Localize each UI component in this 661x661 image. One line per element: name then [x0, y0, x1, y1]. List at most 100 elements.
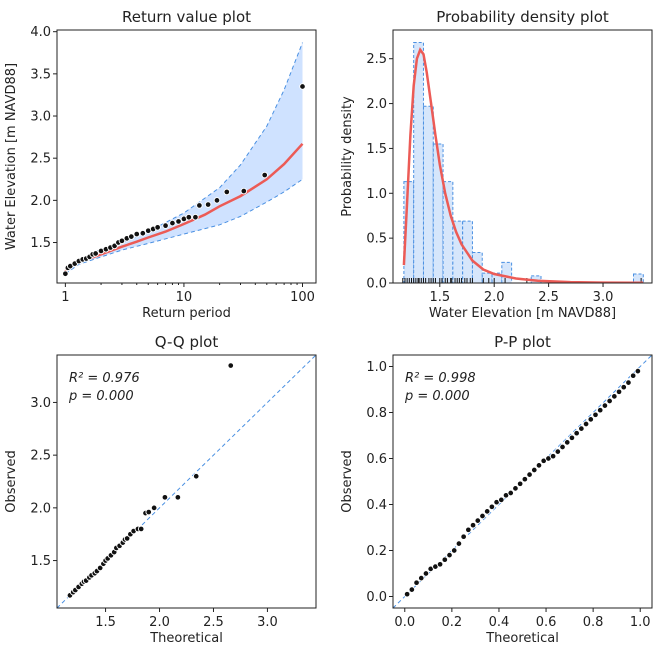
- data-point: [465, 526, 472, 534]
- data-point: [196, 202, 203, 209]
- data-point: [240, 187, 248, 195]
- data-point: [474, 517, 482, 524]
- data-point: [162, 222, 169, 229]
- chart-title: P-P plot: [494, 333, 551, 351]
- data-point: [512, 485, 519, 492]
- p-value-annotation: p = 0.000: [404, 389, 470, 404]
- data-point: [563, 439, 571, 446]
- data-point: [96, 564, 104, 572]
- data-point: [568, 434, 576, 442]
- y-tick-label: 0.8: [366, 406, 387, 421]
- chart-title: Probability density plot: [436, 8, 609, 26]
- y-axis-label: Observed: [4, 450, 19, 513]
- x-tick-label: 2.5: [203, 615, 224, 630]
- axes-return: 1 10 100 1.5 2.0 2.5 3.0 3.5 4.0 Return value plo…: [4, 8, 317, 321]
- y-tick-label: 2.5: [30, 152, 51, 167]
- data-point: [601, 402, 609, 409]
- y-tick-label: 1.5: [30, 236, 51, 251]
- data-point: [606, 397, 613, 405]
- x-tick-label: 100: [290, 290, 315, 305]
- axes-pp: 0.0 0.2 0.4 0.6 0.8 1.0 0.0 0.2 0.4 0.6 0.8 1.0 P-P …: [340, 333, 653, 646]
- data-point: [483, 508, 491, 515]
- data-point: [521, 475, 529, 483]
- y-tick-label: 3.0: [30, 396, 51, 411]
- data-point: [620, 383, 627, 391]
- data-point: [441, 556, 449, 563]
- x-tick-label: 3.0: [593, 290, 614, 305]
- x-axis-label: Theoretical: [149, 631, 223, 646]
- data-point: [596, 406, 604, 414]
- x-tick-label: 1: [61, 290, 69, 305]
- y-tick-label: 1.5: [366, 142, 387, 157]
- data-point: [223, 188, 231, 196]
- data-point: [531, 466, 538, 474]
- y-axis-label: Probability density: [340, 96, 355, 217]
- data-point: [526, 471, 533, 478]
- data-point: [408, 586, 416, 593]
- data-point: [145, 508, 152, 516]
- data-point: [573, 429, 580, 437]
- histogram-bar: [442, 181, 454, 283]
- plot-frame: [56, 354, 317, 609]
- y-tick-label: 0.0: [366, 590, 387, 605]
- x-tick-label: 0.2: [442, 615, 463, 630]
- histogram-bar: [491, 272, 503, 283]
- data-point: [92, 250, 99, 257]
- plot-area-return: [62, 42, 306, 277]
- data-point: [150, 504, 158, 512]
- x-tick-label: 1.5: [95, 615, 116, 630]
- data-point: [174, 494, 182, 501]
- x-axis-label: Theoretical: [485, 631, 559, 646]
- data-point: [578, 425, 585, 432]
- x-tick-label: 10: [176, 290, 193, 305]
- data-point: [185, 213, 193, 221]
- r-squared-annotation: R² = 0.998: [405, 371, 476, 386]
- data-point: [139, 229, 147, 237]
- data-point: [118, 237, 126, 245]
- data-point: [62, 270, 69, 277]
- data-point: [507, 489, 514, 497]
- y-tick-label: 0.5: [366, 232, 387, 247]
- y-axis-label: Observed: [340, 450, 355, 513]
- data-point: [460, 533, 467, 540]
- data-point: [261, 171, 268, 179]
- y-tick-label: 1.0: [366, 360, 387, 375]
- data-point: [137, 525, 145, 533]
- axes-qq: 1.5 2.0 2.5 3.0 1.5 2.0 2.5 3.0 Q-Q plot Theoreti…: [4, 333, 317, 646]
- data-point: [625, 379, 632, 386]
- confidence-band: [65, 42, 303, 274]
- identity-line: [393, 355, 652, 608]
- histogram-bar: [481, 272, 493, 283]
- data-point: [516, 480, 524, 488]
- x-tick-label: 0.8: [583, 615, 604, 630]
- data-point: [436, 561, 444, 568]
- y-tick-label: 0.2: [366, 544, 387, 559]
- histogram-bar: [422, 105, 434, 283]
- data-point: [446, 551, 453, 559]
- data-point: [133, 230, 140, 238]
- data-point: [422, 570, 430, 577]
- data-point: [161, 494, 169, 501]
- data-point: [413, 579, 420, 586]
- chart-title: Q-Q plot: [155, 333, 219, 351]
- y-tick-label: 2.0: [366, 97, 387, 112]
- x-tick-label: 1.0: [630, 615, 651, 630]
- data-point: [498, 496, 505, 504]
- y-tick-label: 1.5: [30, 554, 51, 569]
- data-point: [554, 448, 562, 455]
- plot-area-qq: [57, 355, 316, 608]
- data-point: [299, 83, 306, 90]
- y-tick-label: 1.0: [366, 187, 387, 202]
- y-tick-label: 3.0: [30, 110, 51, 125]
- plot-frame: [392, 354, 653, 609]
- x-tick-label: 1.5: [429, 290, 450, 305]
- data-point: [418, 574, 425, 582]
- data-point: [535, 462, 543, 469]
- y-tick-label: 2.0: [30, 501, 51, 516]
- x-tick-label: 0.6: [536, 615, 557, 630]
- data-point: [634, 367, 642, 375]
- data-point: [169, 219, 176, 227]
- data-point: [629, 372, 637, 379]
- data-point: [175, 218, 182, 225]
